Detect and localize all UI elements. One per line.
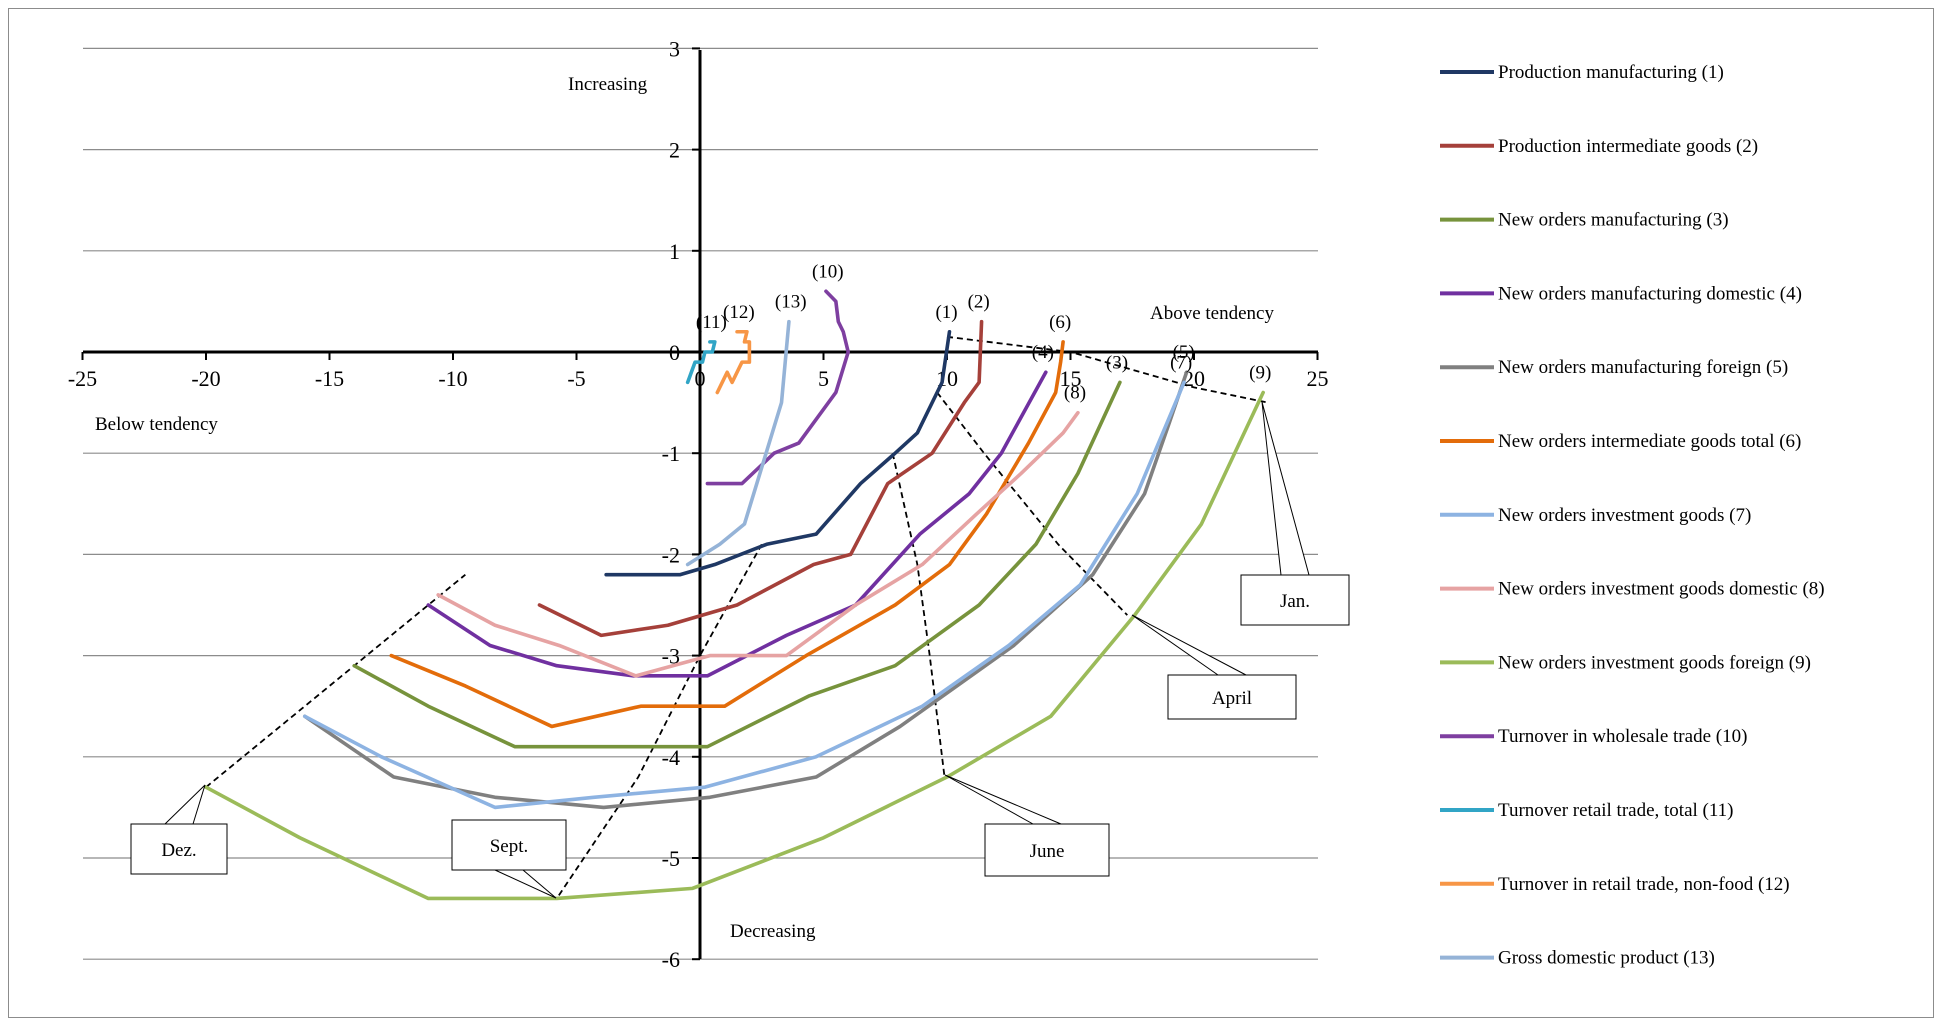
series-line-8 [436, 410, 1080, 678]
callouts: Jan. April June Sept. Dez. [130, 401, 1350, 899]
callout-pointer-dez [163, 784, 206, 825]
x-tick-label: -20 [191, 366, 220, 391]
legend-label-9: New orders investment goods foreign (9) [1498, 652, 1811, 673]
quadrant-label-bottom: Decreasing [730, 921, 816, 942]
x-tick-label: 5 [818, 366, 829, 391]
series-tag-5: (5) [1173, 342, 1195, 363]
callout-box-sept [451, 819, 567, 871]
legend-label-6: New orders intermediate goods total (6) [1498, 431, 1801, 452]
series-tag-10: (10) [812, 261, 844, 282]
x-tick-label: 0 [695, 366, 706, 391]
y-tick-label: -5 [662, 846, 680, 871]
guide-lines [205, 335, 1269, 899]
legend: Production manufacturing (1) Production i… [1440, 62, 1825, 969]
gridlines [83, 47, 1318, 960]
y-tick-label: 3 [669, 36, 680, 61]
quadrant-label-right: Above tendency [1150, 303, 1274, 324]
x-tick-label: 25 [1307, 366, 1329, 391]
callout-box-june [984, 823, 1110, 877]
callout-box-jan [1240, 574, 1350, 626]
axes [81, 47, 1319, 961]
y-tick-label: 1 [669, 239, 680, 264]
x-tick-label: -10 [438, 366, 467, 391]
callout-label-dez: Dez. [161, 840, 196, 861]
guide-line-jan [946, 335, 1269, 404]
legend-label-1: Production manufacturing (1) [1498, 62, 1724, 83]
legend-label-3: New orders manufacturing (3) [1498, 210, 1729, 231]
guide-line-april [936, 391, 1128, 616]
y-tick-label: -4 [662, 745, 680, 770]
y-tick-label: -3 [662, 644, 680, 669]
y-tick-label: -1 [662, 441, 680, 466]
guide-line-june [891, 453, 946, 778]
y-tick-label: 2 [669, 138, 680, 163]
series-tag-2: (2) [968, 292, 990, 313]
series-line-9 [204, 390, 1265, 901]
legend-label-8: New orders investment goods domestic (8) [1498, 579, 1825, 600]
legend-label-5: New orders manufacturing foreign (5) [1498, 357, 1788, 378]
legend-label-4: New orders manufacturing domestic (4) [1498, 283, 1802, 304]
callout-pointer-april [1131, 614, 1247, 676]
callout-pointer-june [944, 774, 1062, 825]
x-tick-label: 20 [1183, 366, 1205, 391]
series-line-7 [302, 380, 1186, 810]
callout-label-sept: Sept. [490, 836, 529, 857]
quadrant-label-top: Increasing [568, 74, 648, 95]
series-tag-12: (12) [723, 302, 755, 323]
callout-label-jan: Jan. [1280, 591, 1310, 612]
callout-label-june: June [1030, 841, 1065, 862]
series-line-5 [302, 370, 1189, 810]
quadrant-labels: Increasing Decreasing Above tendency Bel… [95, 74, 1274, 942]
series-tag-6: (6) [1049, 312, 1071, 333]
legend-label-13: Gross domestic product (13) [1498, 948, 1715, 969]
series-line-10 [705, 289, 851, 486]
guide-line-dez [205, 573, 466, 788]
y-tick-label: -6 [662, 947, 680, 972]
legend-label-7: New orders investment goods (7) [1498, 505, 1751, 526]
series-line-2 [537, 319, 984, 638]
series-tag-7: (7) [1170, 352, 1192, 373]
series-line-11 [685, 340, 717, 385]
series-tag-11: (11) [696, 312, 727, 333]
x-tick-label: -15 [315, 366, 344, 391]
series-line-13 [685, 319, 791, 567]
legend-label-11: Turnover retail trade, total (11) [1498, 800, 1734, 821]
callout-pointer-sept [494, 869, 557, 899]
series-line-1 [604, 329, 952, 577]
callout-box-dez [130, 823, 228, 875]
series-tag-4: (4) [1032, 342, 1054, 363]
series-tag-9: (9) [1249, 362, 1271, 383]
series-tag-1: (1) [935, 302, 957, 323]
guide-line-sept [555, 543, 763, 899]
quadrant-label-left: Below tendency [95, 414, 218, 435]
legend-label-10: Turnover in wholesale trade (10) [1498, 726, 1747, 747]
series-tag-3: (3) [1106, 352, 1128, 373]
y-tick-label: -2 [662, 542, 680, 567]
y-tick-label: 0 [669, 340, 680, 365]
series-line-3 [352, 380, 1122, 749]
series-line-6 [389, 340, 1065, 729]
legend-label-12: Turnover in retail trade, non-food (12) [1498, 874, 1790, 895]
series-lines [204, 289, 1265, 901]
callout-pointer-jan [1261, 401, 1310, 576]
x-tick-label: -25 [68, 366, 97, 391]
x-tick-label: 15 [1060, 366, 1082, 391]
x-tick-label: -5 [567, 366, 585, 391]
callout-label-april: April [1212, 688, 1252, 709]
callout-box-april [1167, 674, 1297, 720]
chart-frame [8, 8, 1934, 1018]
series-line-12 [715, 329, 752, 395]
series-line-4 [426, 370, 1048, 678]
series-tags: (1) (2) (3) (4) (5) (6) (7) (8) (9) (10) (11)(12) (… [696, 261, 1271, 403]
legend-label-2: Production intermediate goods (2) [1498, 136, 1758, 157]
series-tag-13: (13) [775, 292, 807, 313]
series-tag-8: (8) [1064, 383, 1086, 404]
